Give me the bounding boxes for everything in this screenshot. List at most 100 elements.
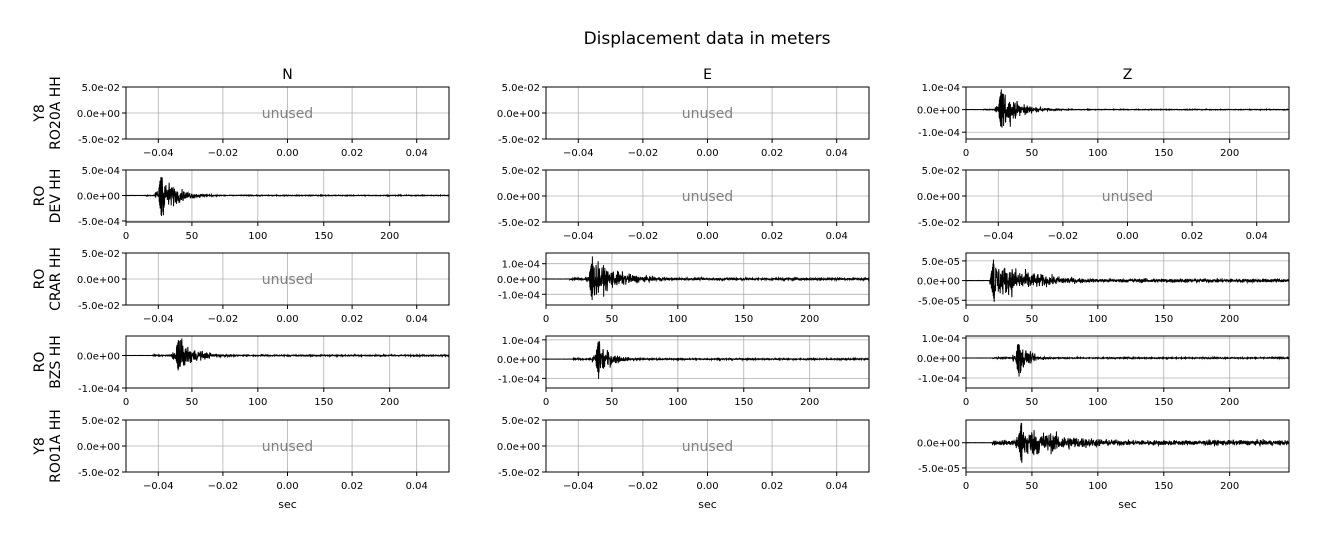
x-tick-label: 200 <box>1220 481 1239 492</box>
waveform-trace <box>126 338 449 371</box>
x-tick-label: −0.02 <box>628 231 659 242</box>
y-tick-label: -5.0e-02 <box>498 135 540 146</box>
x-axis-label: sec <box>278 498 297 511</box>
waveform-trace <box>126 177 449 217</box>
x-tick-label: 100 <box>1088 148 1107 159</box>
x-tick-label: −0.02 <box>208 148 239 159</box>
x-tick-label: 0.02 <box>341 148 363 159</box>
x-tick-label: 100 <box>668 314 687 325</box>
x-tick-label: 150 <box>734 314 753 325</box>
x-tick-label: 150 <box>314 397 333 408</box>
x-tick-label: 0.04 <box>406 148 428 159</box>
x-tick-label: −0.04 <box>983 231 1014 242</box>
unused-label: unused <box>1102 189 1153 205</box>
y-tick-label: 0.0e+00 <box>77 352 120 363</box>
panel-crar-hh-E: 0 50 100 150 200 1.0e-04 0.0e+00 -1.0e-04 <box>497 252 870 325</box>
y-tick-label: 5.0e-02 <box>502 166 540 177</box>
x-tick-label: 50 <box>606 314 619 325</box>
row-label-station: RO20A HH <box>48 76 64 150</box>
x-tick-label: 200 <box>1220 397 1239 408</box>
x-tick-label: 0.00 <box>276 148 298 159</box>
column-title-N: N <box>282 67 292 83</box>
x-tick-label: 100 <box>1088 397 1107 408</box>
y-tick-label: 0.0e+00 <box>917 106 960 117</box>
x-axis-label: sec <box>698 498 717 511</box>
y-tick-label: 0.0e+00 <box>77 442 120 453</box>
panel-crar-hh-N: unused −0.04 −0.02 0.00 0.02 0.04 5.0e-02 0.0e+… <box>77 249 450 325</box>
x-tick-label: −0.02 <box>628 481 659 492</box>
x-tick-label: 100 <box>248 231 267 242</box>
column-title-Z: Z <box>1123 67 1133 83</box>
x-tick-label: 0.04 <box>1246 231 1268 242</box>
x-tick-label: 50 <box>1026 481 1039 492</box>
panel-bzs-hh-E: 0 50 100 150 200 1.0e-04 0.0e+00 -1.0e-04 <box>497 335 870 408</box>
x-tick-label: 0 <box>963 314 969 325</box>
x-tick-label: 200 <box>380 397 399 408</box>
x-tick-label: 100 <box>1088 481 1107 492</box>
y-tick-label: -5.0e-05 <box>918 464 960 475</box>
x-tick-label: −0.02 <box>208 314 239 325</box>
y-tick-label: 5.0e-02 <box>922 166 960 177</box>
y-tick-label: -1.0e-04 <box>78 384 120 395</box>
x-tick-label: 150 <box>734 397 753 408</box>
y-tick-label: -5.0e-02 <box>78 135 120 146</box>
row-label-station: RO01A HH <box>48 409 64 483</box>
x-tick-label: −0.04 <box>563 148 594 159</box>
x-tick-label: −0.04 <box>563 231 594 242</box>
x-tick-label: 150 <box>1154 148 1173 159</box>
y-tick-label: 0.0e+00 <box>497 275 540 286</box>
panel-bzs-hh-Z: 0 50 100 150 200 1.0e-04 0.0e+00 -1.0e-04 <box>917 334 1290 408</box>
x-tick-label: −0.04 <box>143 148 174 159</box>
x-tick-label: 150 <box>314 231 333 242</box>
axes-frame <box>965 86 1290 140</box>
y-tick-label: 0.0e+00 <box>917 192 960 203</box>
panel-ro20a-hh-N: unused −0.04 −0.02 0.00 0.02 0.04 5.0e-02 0.0e+… <box>77 83 450 159</box>
x-tick-label: −0.02 <box>628 148 659 159</box>
x-tick-label: 0.04 <box>406 314 428 325</box>
x-tick-label: −0.02 <box>1048 231 1079 242</box>
x-tick-label: 0 <box>963 481 969 492</box>
panel-ro20a-hh-E: unused −0.04 −0.02 0.00 0.02 0.04 5.0e-02 0.0e+… <box>497 83 870 159</box>
unused-label: unused <box>682 189 733 205</box>
x-tick-label: 200 <box>1220 148 1239 159</box>
x-tick-label: 50 <box>606 397 619 408</box>
row-label-network: Y8 <box>32 437 48 455</box>
unused-label: unused <box>682 106 733 122</box>
y-tick-label: 1.0e-04 <box>922 83 960 94</box>
waveform-trace <box>546 256 869 301</box>
waveform-trace <box>966 259 1289 302</box>
panel-bzs-hh-N: 0 50 100 150 200 0.0e+00 -1.0e-04 <box>77 335 450 408</box>
x-tick-label: 0.02 <box>341 314 363 325</box>
x-tick-label: 0.04 <box>406 481 428 492</box>
axes-frame <box>125 169 450 223</box>
y-tick-label: -5.0e-02 <box>498 218 540 229</box>
row-label-station: DEV HH <box>48 169 64 224</box>
waveform-trace <box>966 89 1289 128</box>
x-tick-label: −0.02 <box>208 481 239 492</box>
panel-dev-hh-Z: unused −0.04 −0.02 0.00 0.02 0.04 5.0e-02 0.0e+… <box>917 166 1290 242</box>
x-tick-label: 50 <box>186 397 199 408</box>
y-tick-label: 0.0e+00 <box>917 277 960 288</box>
x-tick-label: 0.02 <box>761 481 783 492</box>
panel-ro20a-hh-Z: 0 50 100 150 200 1.0e-04 0.0e+00 -1.0e-04 <box>917 83 1290 159</box>
panel-dev-hh-E: unused −0.04 −0.02 0.00 0.02 0.04 5.0e-02 0.0e+… <box>497 166 870 242</box>
x-tick-label: 0.00 <box>276 314 298 325</box>
x-tick-label: 0.00 <box>696 148 718 159</box>
y-tick-label: 0.0e+00 <box>497 355 540 366</box>
x-tick-label: 50 <box>1026 148 1039 159</box>
y-tick-label: -5.0e-02 <box>918 218 960 229</box>
y-tick-label: 0.0e+00 <box>497 109 540 120</box>
x-tick-label: 0 <box>123 397 129 408</box>
x-tick-label: 0.04 <box>826 148 848 159</box>
y-tick-label: 0.0e+00 <box>497 192 540 203</box>
x-tick-label: 200 <box>800 397 819 408</box>
x-tick-label: 0.00 <box>276 481 298 492</box>
panel-ro01a-hh-N: unused −0.04 −0.02 0.00 0.02 0.04 5.0e-02 0.0e+… <box>77 416 450 492</box>
panel-ro01a-hh-E: unused −0.04 −0.02 0.00 0.02 0.04 5.0e-02 0.0e+… <box>497 416 870 492</box>
unused-label: unused <box>262 272 313 288</box>
y-tick-label: 0.0e+00 <box>917 354 960 365</box>
y-tick-label: 1.0e-04 <box>922 334 960 345</box>
y-tick-label: 5.0e-02 <box>502 416 540 427</box>
y-tick-label: -1.0e-04 <box>918 128 960 139</box>
